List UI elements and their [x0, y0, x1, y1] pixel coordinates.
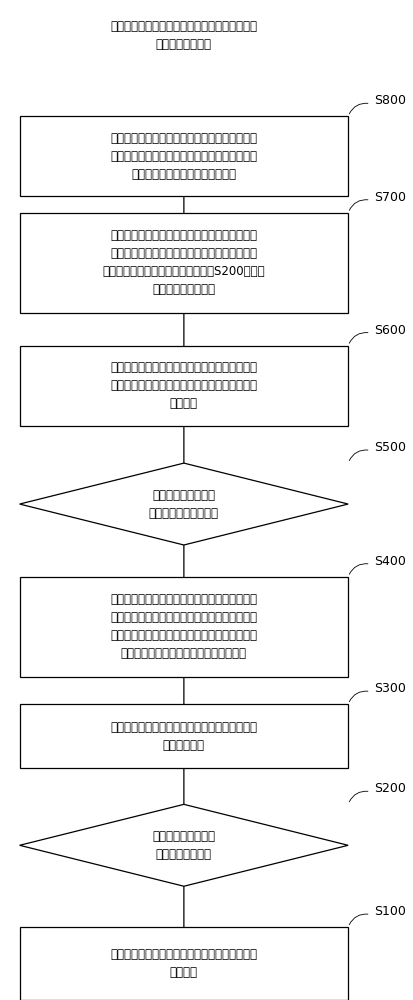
- Text: 当连续接收到产品质量不合格的消息时，读取产
品质量不合格的瓶体外表面的喷码，以获取产品
质量不合格的瓶体对应的夹具信息: 当连续接收到产品质量不合格的消息时，读取产 品质量不合格的瓶体外表面的喷码，以获…: [110, 132, 257, 181]
- Bar: [19, 346, 348, 426]
- Bar: [19, 213, 348, 313]
- Text: S600: S600: [375, 324, 406, 337]
- Text: 判断是否有瓶体到达
所述灌装设备出口: 判断是否有瓶体到达 所述灌装设备出口: [152, 830, 215, 861]
- Polygon shape: [19, 463, 348, 545]
- Text: S800: S800: [375, 94, 407, 107]
- Text: 向所述喷码机发送喷码指令，以控制所述喷码机
将所述存储时间最早的夹具信息打印在所述瓶体
的外表面，生成喷码，返回所述步骤S200直至所
有瓶体均进行了喷码: 向所述喷码机发送喷码指令，以控制所述喷码机 将所述存储时间最早的夹具信息打印在所…: [102, 229, 265, 296]
- Text: 依据产品质量不合格的瓶体对应的夹具信息，排
查出现故障的夹具: 依据产品质量不合格的瓶体对应的夹具信息，排 查出现故障的夹具: [110, 20, 257, 51]
- Bar: [19, 927, 348, 1000]
- Polygon shape: [19, 804, 348, 886]
- Text: 当有瓶体到达所述喷码机所处的位置时，向所述
存储器提取存储时间最早的夹具信息，发送至所
述喷码机: 当有瓶体到达所述喷码机所处的位置时，向所述 存储器提取存储时间最早的夹具信息，发…: [110, 361, 257, 410]
- Text: 当有瓶体到达所述灌装设备出口时，获取所述瓶
体的夹具信息: 当有瓶体到达所述灌装设备出口时，获取所述瓶 体的夹具信息: [110, 721, 257, 752]
- Text: S100: S100: [375, 905, 406, 918]
- Text: S200: S200: [375, 782, 406, 795]
- Text: S400: S400: [375, 555, 406, 568]
- Text: S500: S500: [375, 441, 407, 454]
- Bar: [19, 704, 348, 768]
- Text: 判断是否有瓶体到达
所述喷码机所处的位置: 判断是否有瓶体到达 所述喷码机所处的位置: [149, 489, 219, 520]
- Bar: [19, 116, 348, 196]
- Text: 向所述电机发送启动指令，以控制所述灌装设备
开始运转: 向所述电机发送启动指令，以控制所述灌装设备 开始运转: [110, 948, 257, 979]
- Bar: [19, 8, 348, 63]
- Text: S300: S300: [375, 682, 406, 695]
- Text: S700: S700: [375, 191, 407, 204]
- Bar: [19, 577, 348, 677]
- Text: 将所述夹具信息发送至存储器存储，并将所述夹
具信息发送至所述存储器的时间记录为与所述夹
具信息对应的存储时间，将所述存储时间发送至
所述存储器与所述夹具信息相对: 将所述夹具信息发送至存储器存储，并将所述夹 具信息发送至所述存储器的时间记录为与…: [110, 593, 257, 660]
